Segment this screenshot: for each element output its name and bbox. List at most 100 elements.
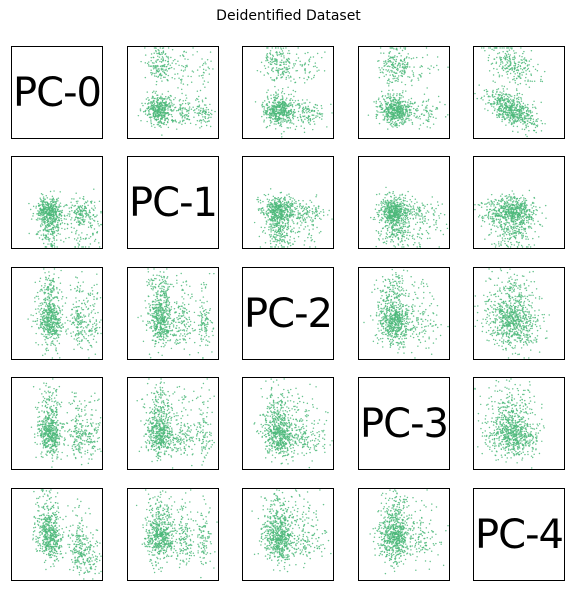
scatter-point (54, 212, 56, 214)
scatter-point (41, 217, 43, 220)
scatter-point (316, 52, 319, 55)
scatter-point (57, 208, 59, 210)
scatter-point (53, 230, 56, 233)
scatter-point (501, 116, 503, 119)
scatter-point (401, 75, 403, 77)
scatter-point (59, 202, 62, 204)
scatter-point (290, 196, 292, 199)
scatter-point (270, 231, 272, 233)
scatter-point (41, 210, 43, 213)
scatter-point (492, 89, 494, 92)
scatter-point (202, 116, 204, 118)
scatter-point (416, 206, 419, 209)
scatter-point (277, 206, 280, 208)
scatter-point (417, 105, 420, 108)
scatter-point (394, 117, 397, 120)
scatter-point (97, 223, 99, 225)
scatter-point (32, 212, 35, 215)
scatter-point (532, 120, 535, 123)
scatter-point (320, 113, 323, 115)
scatter-point (406, 237, 408, 239)
scatter-point (493, 67, 495, 70)
scatter-point (172, 105, 174, 107)
scatter-point (497, 88, 500, 90)
scatter-point (305, 110, 307, 112)
scatter-point (435, 219, 438, 222)
scatter-point (273, 218, 276, 220)
scatter-point (163, 71, 166, 74)
scatter-point (423, 93, 426, 95)
scatter-point (194, 111, 196, 114)
scatter-point (278, 100, 280, 103)
scatter-point (75, 192, 77, 194)
scatter-point (288, 117, 291, 119)
scatter-point (254, 101, 257, 103)
scatter-point (422, 216, 424, 218)
scatter-point (388, 222, 391, 225)
scatter-point (396, 56, 398, 58)
scatter-point (514, 106, 516, 108)
scatter-point (283, 57, 285, 59)
scatter-point (508, 109, 510, 112)
scatter-point (205, 109, 207, 111)
scatter-point (396, 67, 399, 70)
scatter-point (153, 103, 156, 105)
scatter-point (285, 113, 288, 116)
scatter-point (447, 114, 449, 116)
scatter-point (507, 113, 510, 115)
scatter-point (64, 204, 66, 207)
scatter-point (428, 120, 430, 123)
scatter-point (520, 116, 522, 119)
scatter-point (160, 104, 162, 107)
scatter-point (400, 201, 403, 203)
scatter-point (48, 203, 51, 205)
scatter-point (287, 211, 290, 213)
scatter-point (61, 227, 63, 230)
scatter-point (324, 51, 326, 53)
scatter-point (537, 118, 539, 120)
scatter-point (263, 74, 265, 76)
scatter-point (515, 107, 517, 109)
scatter-point (388, 85, 390, 87)
scatter-point (272, 101, 274, 104)
scatter-point (530, 112, 532, 114)
scatter-point (277, 117, 280, 119)
scatter-point (297, 57, 300, 59)
scatter-point (392, 94, 394, 97)
scatter-point (526, 108, 529, 111)
scatter-point (282, 117, 284, 119)
scatter-point (144, 62, 147, 64)
scatter-point (487, 56, 490, 59)
scatter-point (392, 99, 395, 102)
scatter-point (529, 111, 532, 113)
scatter-point (160, 61, 163, 63)
scatter-point (495, 93, 497, 95)
scatter-point (279, 232, 282, 235)
scatter-point (400, 72, 403, 74)
scatter-point (279, 112, 282, 114)
scatter-point (281, 90, 284, 93)
scatter-point (165, 123, 168, 126)
scatter-point (196, 51, 198, 53)
scatter-point (511, 95, 513, 98)
scatter-point (313, 240, 316, 243)
scatter-point (330, 103, 332, 106)
scatter-point (522, 112, 524, 114)
scatter-point (44, 236, 46, 239)
scatter-point (276, 217, 278, 220)
scatter-point (401, 118, 403, 121)
scatter-point (308, 60, 311, 63)
scatter-point (265, 126, 268, 129)
scatter-point (180, 88, 183, 91)
scatter-point (536, 125, 539, 128)
scatter-point (396, 106, 398, 109)
scatter-point (302, 205, 304, 207)
scatter-point (181, 110, 183, 112)
scatter-point (144, 113, 147, 115)
scatter-point (486, 93, 488, 95)
scatter-point (277, 89, 280, 91)
scatter-point (508, 47, 510, 49)
scatter-point (398, 125, 400, 127)
scatter-point (293, 109, 296, 111)
scatter-point (263, 121, 265, 123)
